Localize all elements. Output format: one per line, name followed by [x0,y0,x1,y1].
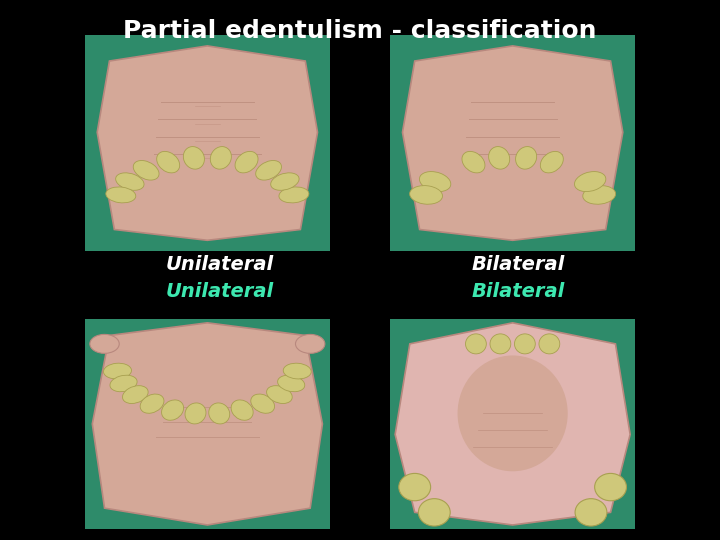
Ellipse shape [490,334,510,354]
Ellipse shape [489,146,510,169]
Ellipse shape [515,334,535,354]
Ellipse shape [122,386,148,403]
Ellipse shape [462,151,485,173]
Ellipse shape [231,400,253,420]
Text: Partial edentulism - classification: Partial edentulism - classification [123,19,597,43]
Text: Bilateral: Bilateral [472,255,565,274]
FancyBboxPatch shape [390,319,635,529]
Ellipse shape [133,160,159,180]
Ellipse shape [90,334,120,353]
Ellipse shape [295,334,325,353]
Text: Bilateral: Bilateral [472,282,565,301]
Ellipse shape [184,146,204,169]
FancyBboxPatch shape [390,35,635,251]
Ellipse shape [540,151,563,173]
Ellipse shape [410,186,443,204]
Ellipse shape [140,394,164,413]
Ellipse shape [110,375,137,391]
Ellipse shape [399,474,431,501]
Ellipse shape [185,403,206,424]
Ellipse shape [116,173,144,190]
Ellipse shape [235,151,258,173]
FancyBboxPatch shape [85,319,330,529]
Ellipse shape [278,375,305,391]
Ellipse shape [256,160,282,180]
Ellipse shape [157,151,180,173]
Ellipse shape [458,355,568,471]
Ellipse shape [420,172,451,192]
Polygon shape [92,323,323,525]
Ellipse shape [209,403,230,424]
Ellipse shape [251,394,274,413]
Polygon shape [395,323,630,525]
Ellipse shape [279,187,309,203]
Ellipse shape [271,173,299,190]
Ellipse shape [418,498,450,526]
Ellipse shape [104,363,132,379]
Ellipse shape [595,474,626,501]
FancyBboxPatch shape [85,35,330,251]
Ellipse shape [266,386,292,403]
Polygon shape [97,46,318,240]
Ellipse shape [582,186,616,204]
Ellipse shape [283,363,311,379]
Ellipse shape [516,146,536,169]
Text: Unilateral: Unilateral [166,282,274,301]
Ellipse shape [539,334,559,354]
Ellipse shape [161,400,184,420]
Ellipse shape [210,146,231,169]
Ellipse shape [575,172,606,192]
Text: Unilateral: Unilateral [166,255,274,274]
Ellipse shape [575,498,607,526]
Ellipse shape [466,334,486,354]
Polygon shape [402,46,623,240]
Ellipse shape [106,187,136,203]
